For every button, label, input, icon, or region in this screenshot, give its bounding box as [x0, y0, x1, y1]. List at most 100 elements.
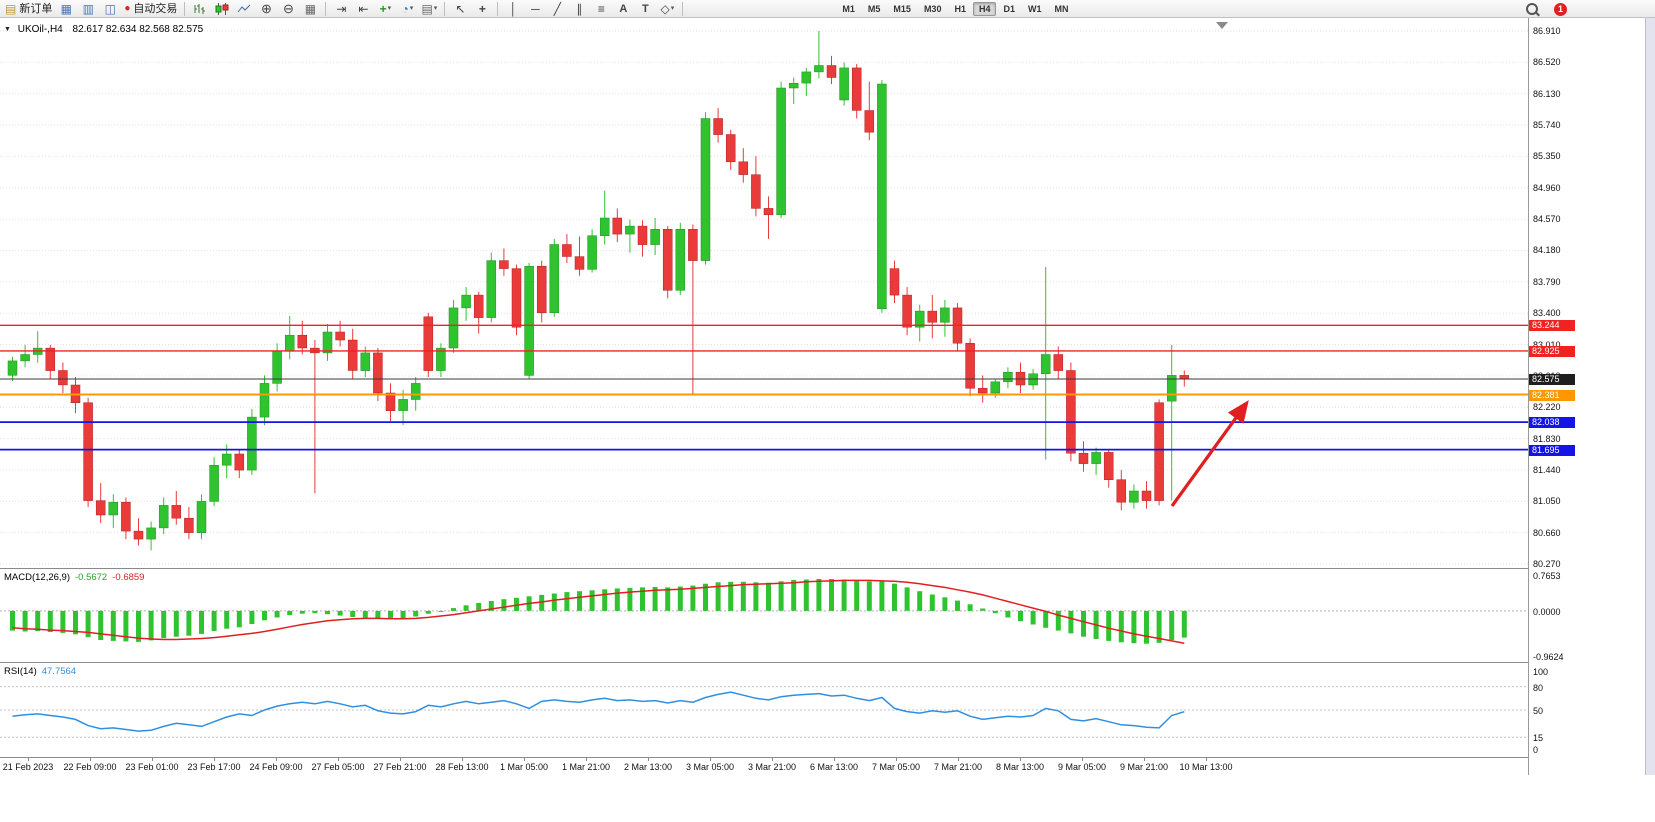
symbol-name: UKOil-,H4 [17, 24, 63, 35]
fibonacci-button[interactable]: ≡ [591, 1, 611, 17]
tile-windows-icon: ▦ [304, 1, 317, 16]
templates-button[interactable]: ▤ ▾ [419, 1, 439, 17]
timeframe-w1-button[interactable]: W1 [1028, 3, 1042, 14]
horizontal-line-icon: ─ [531, 1, 540, 16]
timeframe-m1-button[interactable]: M1 [842, 3, 855, 14]
fibonacci-icon: ≡ [597, 1, 605, 16]
price-axis-label: 81.830 [1533, 434, 1561, 444]
trendline-button[interactable]: ╱ [547, 1, 567, 17]
price-level-tag: 82.038 [1529, 417, 1575, 428]
horizontal-line-button[interactable]: ─ [525, 1, 545, 17]
time-axis-tick [400, 758, 401, 761]
text-button[interactable]: A [613, 1, 633, 17]
toolbar: ▤ 新订单 ▦ ▥ ◫ ● 自动交易 ⊕ ⊖ ▦ ⇥ ⇤ + ▾ ◔ ▾ ▤ ▾ ↖ … [0, 0, 1655, 18]
time-axis[interactable]: 21 Feb 2023 22 Feb 09:00 23 Feb 01:00 23 Fe… [0, 757, 1528, 775]
chart-window-button[interactable]: ▦ [56, 1, 76, 17]
price-axis-label: 86.910 [1533, 26, 1561, 36]
zoom-out-button[interactable]: ⊖ [278, 1, 298, 17]
search-button[interactable] [1522, 1, 1542, 17]
vertical-scrollbar[interactable] [1645, 18, 1655, 775]
line-chart-button[interactable] [234, 1, 254, 17]
line-chart-icon [238, 4, 251, 12]
macd-axis-label: 0.0000 [1533, 607, 1561, 617]
rsi-title: RSI(14) [4, 666, 37, 677]
navigator-icon: ◫ [104, 1, 117, 16]
time-axis-label: 7 Mar 21:00 [933, 762, 983, 772]
time-axis-label: 2 Mar 13:00 [623, 762, 673, 772]
add-indicator-button[interactable]: + ▾ [375, 1, 395, 17]
cursor-button[interactable]: ↖ [450, 1, 470, 17]
data-window-button[interactable]: ▥ [78, 1, 98, 17]
auto-trading-icon: ● [124, 2, 131, 14]
crosshair-button[interactable]: + [472, 1, 492, 17]
text-label-button[interactable]: T [635, 1, 655, 17]
price-axis-label: 82.220 [1533, 402, 1561, 412]
channel-icon: ∥ [576, 1, 583, 16]
time-axis-label: 21 Feb 2023 [2, 762, 54, 772]
price-axis-label: 81.440 [1533, 465, 1561, 475]
price-axis[interactable]: 86.910 86.520 86.130 85.740 85.350 84.960 84.5… [1528, 18, 1646, 775]
channel-button[interactable]: ∥ [569, 1, 589, 17]
chart-shift-marker [1216, 22, 1228, 29]
auto-trading-button[interactable]: ● 自动交易 [122, 1, 179, 17]
time-axis-tick [1144, 758, 1145, 761]
toolbar-separator [444, 1, 446, 16]
tile-windows-button[interactable]: ▦ [300, 1, 320, 17]
rsi-axis-label: 50 [1533, 706, 1544, 716]
rsi-chart[interactable] [0, 663, 1528, 757]
macd-chart[interactable] [0, 569, 1528, 662]
cursor-icon: ↖ [455, 1, 466, 16]
navigator-button[interactable]: ◫ [100, 1, 120, 17]
time-axis-tick [462, 758, 463, 761]
vertical-line-button[interactable]: │ [503, 1, 523, 17]
add-indicator-icon: + [379, 1, 387, 16]
notification-badge[interactable]: 1 [1554, 2, 1567, 16]
auto-scroll-icon: ⇥ [336, 1, 347, 16]
candlestick-chart[interactable] [0, 18, 1528, 568]
macd-axis-label: 0.7653 [1533, 571, 1561, 581]
zoom-in-button[interactable]: ⊕ [256, 1, 276, 17]
new-order-label: 新订单 [19, 2, 53, 15]
time-axis-tick [214, 758, 215, 761]
main-chart[interactable] [0, 18, 1528, 568]
candlestick-chart-button[interactable] [212, 1, 232, 17]
time-axis-tick [772, 758, 773, 761]
one-click-trading-icon[interactable]: ▼ [4, 26, 11, 33]
price-level-tag: 82.925 [1529, 346, 1575, 357]
time-axis-label: 3 Mar 05:00 [685, 762, 735, 772]
time-axis-label: 28 Feb 13:00 [435, 762, 489, 772]
price-level-tag: 83.244 [1529, 320, 1575, 331]
new-order-button[interactable]: ▤ 新订单 [3, 1, 54, 17]
toolbar-separator [184, 1, 186, 16]
chevron-down-icon: ▾ [433, 4, 438, 12]
auto-scroll-button[interactable]: ⇥ [331, 1, 351, 17]
price-axis-label: 84.960 [1533, 183, 1561, 193]
data-window-icon: ▥ [82, 1, 95, 16]
bar-chart-button[interactable] [190, 1, 210, 17]
toolbar-separator [682, 1, 684, 16]
chevron-down-icon: ▾ [409, 4, 414, 12]
timeframe-h1-button[interactable]: H1 [954, 3, 966, 14]
time-axis-tick [338, 758, 339, 761]
timeframe-h4-button[interactable]: H4 [972, 1, 997, 16]
timeframe-toolbar: M1 M5 M15 M30 H1 H4 D1 W1 MN [836, 1, 1074, 16]
timeframe-mn-button[interactable]: MN [1054, 3, 1069, 14]
time-axis-label: 23 Feb 17:00 [187, 762, 241, 772]
price-axis-label: 80.660 [1533, 528, 1561, 538]
rsi-value: 47.7564 [41, 666, 77, 677]
time-axis-tick [710, 758, 711, 761]
shapes-button[interactable]: ◇ ▾ [657, 1, 677, 17]
timeframe-d1-button[interactable]: D1 [1003, 3, 1015, 14]
time-axis-label: 9 Mar 21:00 [1119, 762, 1169, 772]
chart-shift-button[interactable]: ⇤ [353, 1, 373, 17]
price-axis-label: 84.180 [1533, 245, 1561, 255]
timeframe-m15-button[interactable]: M15 [893, 3, 911, 14]
time-axis-label: 6 Mar 13:00 [809, 762, 859, 772]
rsi-axis-label: 15 [1533, 733, 1544, 743]
arrow-annotation [1170, 400, 1249, 507]
timeframe-m5-button[interactable]: M5 [867, 3, 881, 14]
rsi-panel[interactable]: RSI(14) 47.7564 [0, 662, 1528, 757]
periods-button[interactable]: ◔ ▾ [397, 1, 417, 17]
timeframe-m30-button[interactable]: M30 [923, 3, 942, 14]
macd-panel[interactable]: MACD(12,26,9) -0.5672 -0.6859 [0, 568, 1528, 662]
